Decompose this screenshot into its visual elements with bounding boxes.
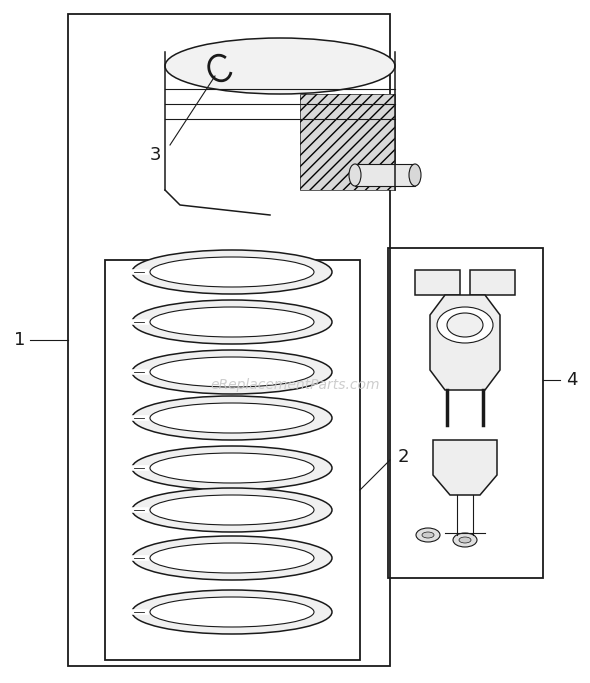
Bar	[355, 164, 415, 186]
Text: 2: 2	[398, 448, 409, 466]
Ellipse shape	[132, 446, 332, 490]
Ellipse shape	[437, 307, 493, 343]
Ellipse shape	[349, 164, 361, 186]
Ellipse shape	[150, 453, 314, 483]
Ellipse shape	[132, 396, 332, 440]
Bar	[388, 248, 543, 578]
Ellipse shape	[165, 38, 395, 94]
Ellipse shape	[447, 313, 483, 337]
Polygon shape	[433, 440, 497, 495]
Ellipse shape	[409, 164, 421, 186]
Bar	[470, 270, 515, 295]
Bar	[415, 270, 460, 295]
Ellipse shape	[422, 532, 434, 538]
Text: 4: 4	[566, 371, 578, 389]
Ellipse shape	[150, 257, 314, 287]
Bar	[105, 260, 360, 660]
Bar	[300, 94, 395, 190]
Text: 3: 3	[149, 146, 160, 164]
Ellipse shape	[132, 488, 332, 532]
Ellipse shape	[132, 590, 332, 634]
Bar	[68, 14, 390, 666]
Ellipse shape	[150, 403, 314, 433]
Ellipse shape	[150, 495, 314, 525]
Polygon shape	[430, 295, 500, 390]
Ellipse shape	[132, 350, 332, 394]
Ellipse shape	[150, 307, 314, 337]
Ellipse shape	[150, 543, 314, 573]
Ellipse shape	[459, 537, 471, 543]
Bar	[300, 94, 395, 190]
Text: eReplacementParts.com: eReplacementParts.com	[210, 378, 380, 392]
Ellipse shape	[453, 533, 477, 547]
Ellipse shape	[132, 300, 332, 344]
Ellipse shape	[150, 597, 314, 627]
Text: 1: 1	[14, 331, 26, 349]
Ellipse shape	[416, 528, 440, 542]
Ellipse shape	[132, 250, 332, 294]
Ellipse shape	[150, 357, 314, 387]
Ellipse shape	[132, 536, 332, 580]
